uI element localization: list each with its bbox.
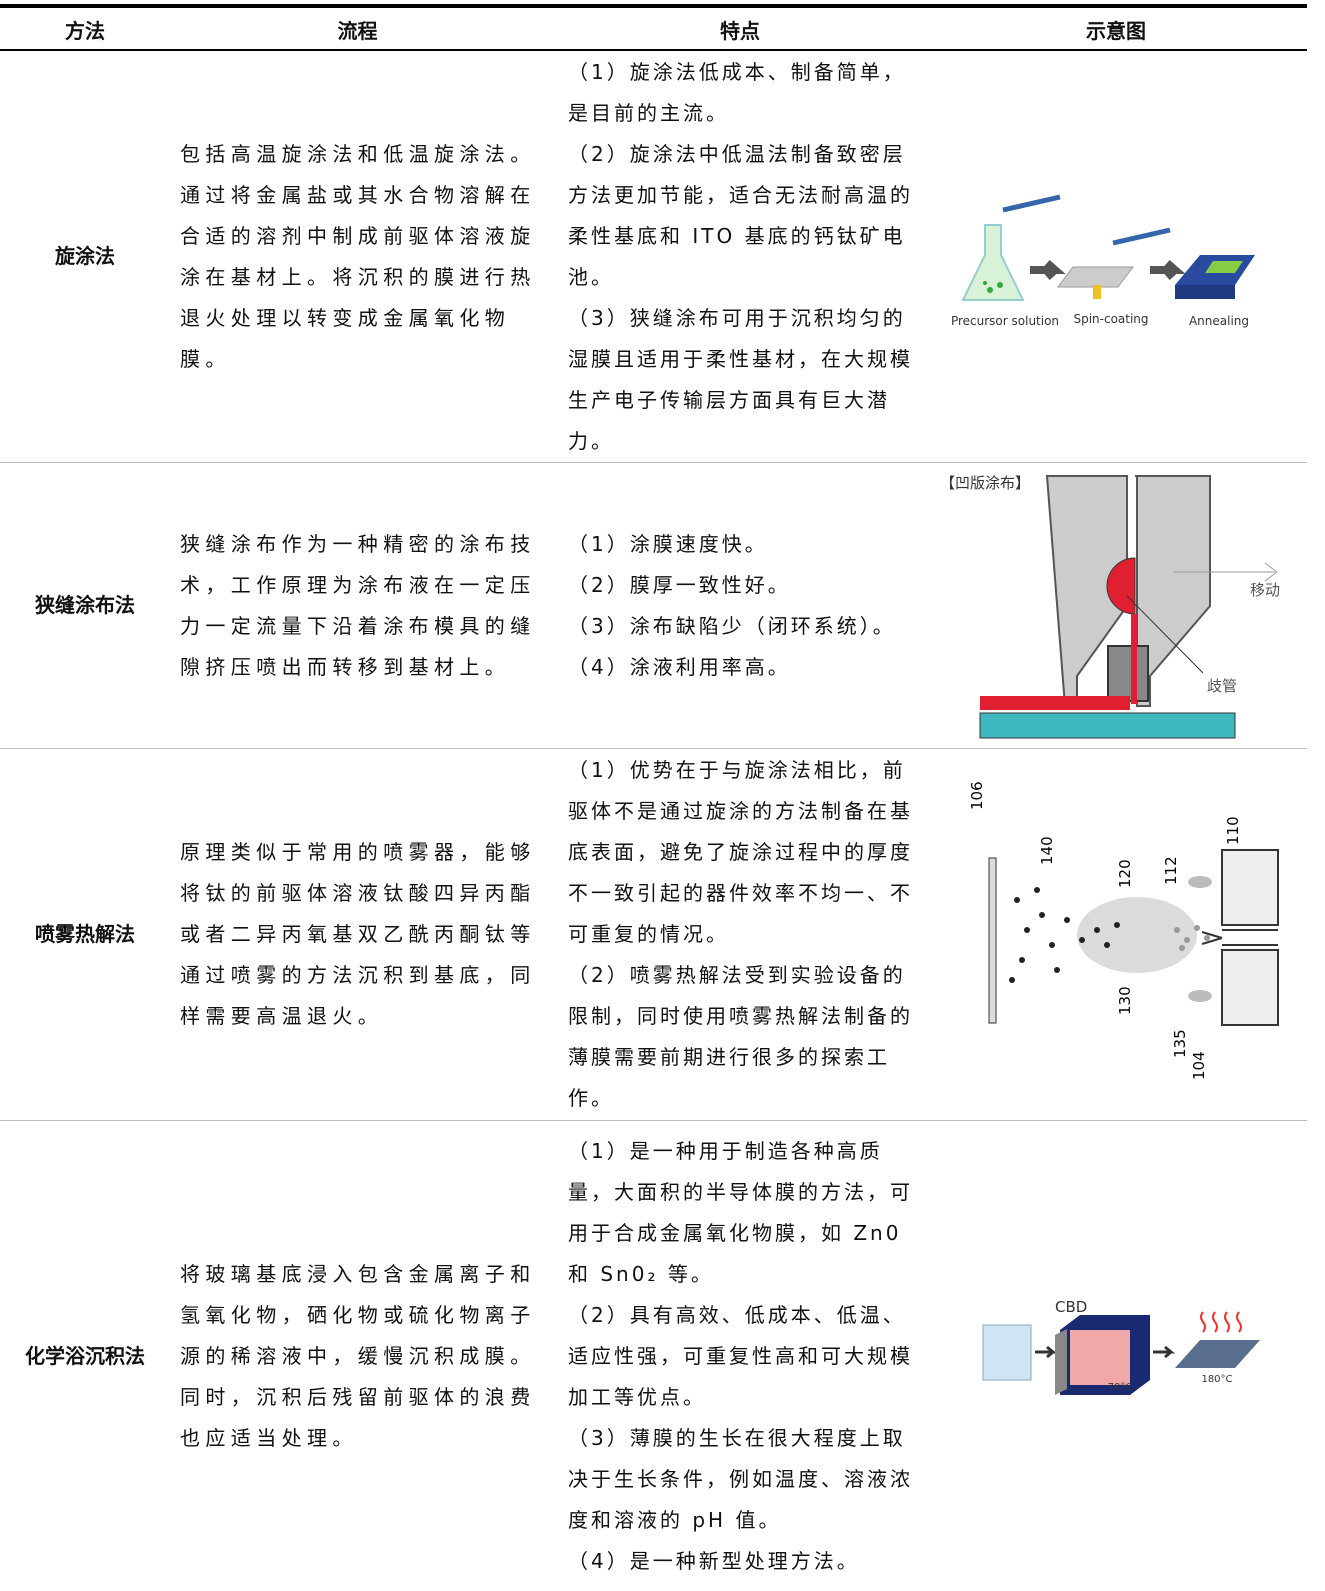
diagram-label: 130: [1116, 986, 1134, 1015]
method: 喷雾热解法: [35, 922, 135, 946]
process: 原理类似于常用的喷雾器，能够将钛的前驱体溶液钛酸四异丙酯或者二异丙氧基双乙酰丙酮…: [180, 840, 536, 1028]
diagram-label: CBD: [1055, 1298, 1087, 1316]
method: 旋涂法: [55, 244, 115, 268]
feature: （2）膜厚一致性好。: [568, 572, 791, 597]
method-cell: 旋涂法: [0, 51, 170, 462]
feature: （1）优势在于与旋涂法相比，前驱体不是通过旋涂的方法制备在基底表面，避免了旋涂过…: [568, 758, 913, 946]
diagram-label: 180°C: [1201, 1374, 1232, 1385]
process: 狭缝涂布作为一种精密的涂布技术，工作原理为涂布液在一定压力一定流量下沿着涂布模具…: [180, 531, 536, 679]
method-cell: 狭缝涂布法: [0, 463, 170, 748]
method: 化学浴沉积法: [25, 1343, 145, 1368]
spray-pyrolysis-diagram: 106 140 120 112 110 130 135 104: [968, 781, 1279, 1080]
features-cell: （1）优势在于与旋涂法相比，前驱体不是通过旋涂的方法制备在基底表面，避免了旋涂过…: [568, 749, 920, 1120]
process-cell: 将玻璃基底浸入包含金属离子和氢氧化物，硒化物或硫化物离子源的稀溶液中，缓慢沉积成…: [180, 1121, 542, 1591]
diagram-label: Spin-coating: [1073, 312, 1148, 326]
process: 包括高温旋涂法和低温旋涂法。通过将金属盐或其水合物溶解在合适的溶剂中制成前驱体溶…: [180, 141, 536, 371]
method: 狭缝涂布法: [35, 593, 135, 617]
diagram-label: 歧管: [1207, 677, 1237, 695]
diagram-label: 110: [1224, 816, 1242, 845]
header-cell: 示意图: [1086, 18, 1146, 43]
process-cell: 原理类似于常用的喷雾器，能够将钛的前驱体溶液钛酸四异丙酯或者二异丙氧基双乙酰丙酮…: [180, 749, 542, 1120]
feature: （1）涂膜速度快。: [568, 531, 768, 556]
row-separator: [0, 462, 1307, 463]
diagram-label: 【凹版涂布】: [940, 474, 1030, 492]
header-cell: 流程: [337, 18, 378, 43]
spin-coating-diagram: Precursor solution Spin-coating Annealin…: [951, 194, 1255, 328]
feature: （2）喷雾热解法受到实验设备的限制，同时使用喷雾热解法制备的薄膜需要前期进行很多…: [568, 963, 913, 1110]
feature: （1）旋涂法低成本、制备简单，是目前的主流。: [568, 59, 906, 125]
feature: （3）薄膜的生长在很大程度上取决于生长条件，例如温度、溶液浓度和溶液的 pH 值…: [568, 1425, 913, 1532]
diagram-label: Precursor solution: [951, 314, 1059, 328]
diagram-label: Annealing: [1189, 314, 1249, 328]
feature: （1）是一种用于制造各种高质量，大面积的半导体膜的方法，可用于合成金属氧化物膜，…: [568, 1138, 913, 1286]
top-rule: [0, 4, 1307, 8]
row-separator: [0, 1120, 1307, 1121]
method-cell: 喷雾热解法: [0, 749, 170, 1120]
diagram-label: 70°C: [1108, 1382, 1133, 1393]
diagram-label: 135: [1171, 1029, 1189, 1058]
method-cell: 化学浴沉积法: [0, 1121, 170, 1591]
process: 将玻璃基底浸入包含金属离子和氢氧化物，硒化物或硫化物离子源的稀溶液中，缓慢沉积成…: [180, 1261, 536, 1450]
feature: （2）具有高效、低成本、低温、适应性强，可重复性高和可大规模加工等优点。: [568, 1302, 913, 1409]
diagram-label: 移动: [1250, 581, 1280, 599]
header-rule: [0, 49, 1307, 51]
diagram-label: 104: [1190, 1051, 1208, 1080]
diagram-label: 120: [1116, 859, 1134, 888]
features-cell: （1）旋涂法低成本、制备简单，是目前的主流。 （2）旋涂法中低温法制备致密层方法更…: [568, 51, 920, 462]
cbd-diagram: CBD 70°C 180°C: [982, 1298, 1260, 1395]
feature: （2）旋涂法中低温法制备致密层方法更加节能，适合无法耐高温的柔性基底和 ITO …: [568, 141, 913, 289]
diagram-label: 106: [968, 781, 986, 810]
feature: （3）狭缝涂布可用于沉积均匀的湿膜且适用于柔性基材，在大规模生产电子传输层方面具…: [568, 305, 913, 453]
slot-die-diagram: 【凹版涂布】 移动 歧管: [940, 474, 1280, 739]
feature: （4）涂液利用率高。: [568, 654, 791, 679]
features-cell: （1）是一种用于制造各种高质量，大面积的半导体膜的方法，可用于合成金属氧化物膜，…: [568, 1121, 920, 1591]
row-separator: [0, 748, 1307, 749]
header-cell: 方法: [65, 18, 105, 43]
feature: （3）涂布缺陷少（闭环系统）。: [568, 613, 896, 638]
process-cell: 包括高温旋涂法和低温旋涂法。通过将金属盐或其水合物溶解在合适的溶剂中制成前驱体溶…: [180, 51, 542, 462]
header-cell: 特点: [720, 18, 760, 43]
process-cell: 狭缝涂布作为一种精密的涂布技术，工作原理为涂布液在一定压力一定流量下沿着涂布模具…: [180, 463, 542, 748]
diagram-label: 140: [1038, 836, 1056, 865]
feature: （4）是一种新型处理方法。: [568, 1548, 860, 1573]
diagram-label: 112: [1162, 856, 1180, 885]
features-cell: （1）涂膜速度快。 （2）膜厚一致性好。 （3）涂布缺陷少（闭环系统）。 （4）涂液利…: [568, 463, 920, 748]
